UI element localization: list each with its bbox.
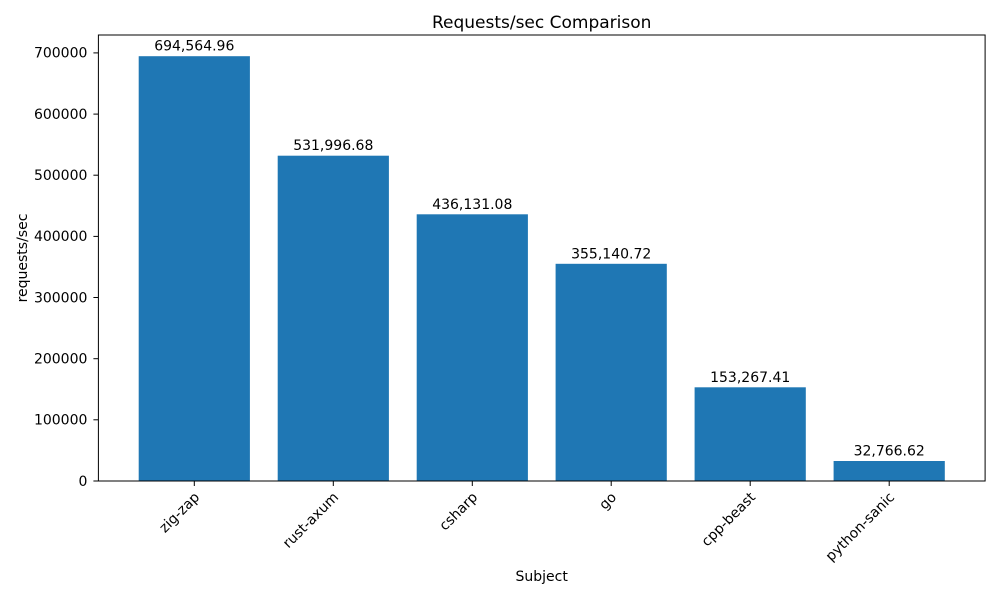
y-tick-label: 400000 [34, 229, 87, 245]
x-tick-label: zig-zap [156, 489, 203, 536]
bar-go [555, 263, 667, 481]
bar-zig-zap [138, 56, 250, 481]
bar-cpp-beast [694, 387, 806, 481]
x-tick-label: csharp [437, 489, 482, 534]
bar-value-label: 531,996.68 [293, 138, 373, 154]
bar-value-label: 355,140.72 [571, 246, 651, 262]
y-tick-label: 500000 [34, 168, 87, 184]
y-tick-label: 700000 [34, 46, 87, 62]
chart-title: Requests/sec Comparison [432, 13, 652, 33]
x-tick-label: rust-axum [280, 490, 342, 552]
x-tick-label: go [596, 490, 620, 514]
x-tick-label: python-sanic [823, 490, 898, 565]
chart-render-layer: 694,564.96 531,996.68 436,131.08 355,140.72… [34, 34, 986, 565]
y-axis-label: requests/sec [15, 214, 31, 303]
bar-value-label: 694,564.96 [154, 39, 234, 55]
bar-value-label: 32,766.62 [854, 444, 925, 460]
bar-csharp [416, 214, 528, 482]
y-tick-label: 200000 [34, 352, 87, 368]
plot-frame [97, 34, 986, 482]
x-axis-label: Subject [516, 569, 569, 585]
y-tick-label: 300000 [34, 290, 87, 306]
y-tick-label: 0 [78, 474, 87, 490]
bar-value-label: 436,131.08 [432, 197, 512, 213]
bar-value-label: 153,267.41 [710, 370, 790, 386]
x-tick-label: cpp-beast [699, 489, 760, 550]
bar-rust-axum [277, 155, 389, 481]
y-tick-label: 600000 [34, 107, 87, 123]
y-tick-label: 100000 [34, 413, 87, 429]
bar-python-sanic [833, 461, 945, 481]
